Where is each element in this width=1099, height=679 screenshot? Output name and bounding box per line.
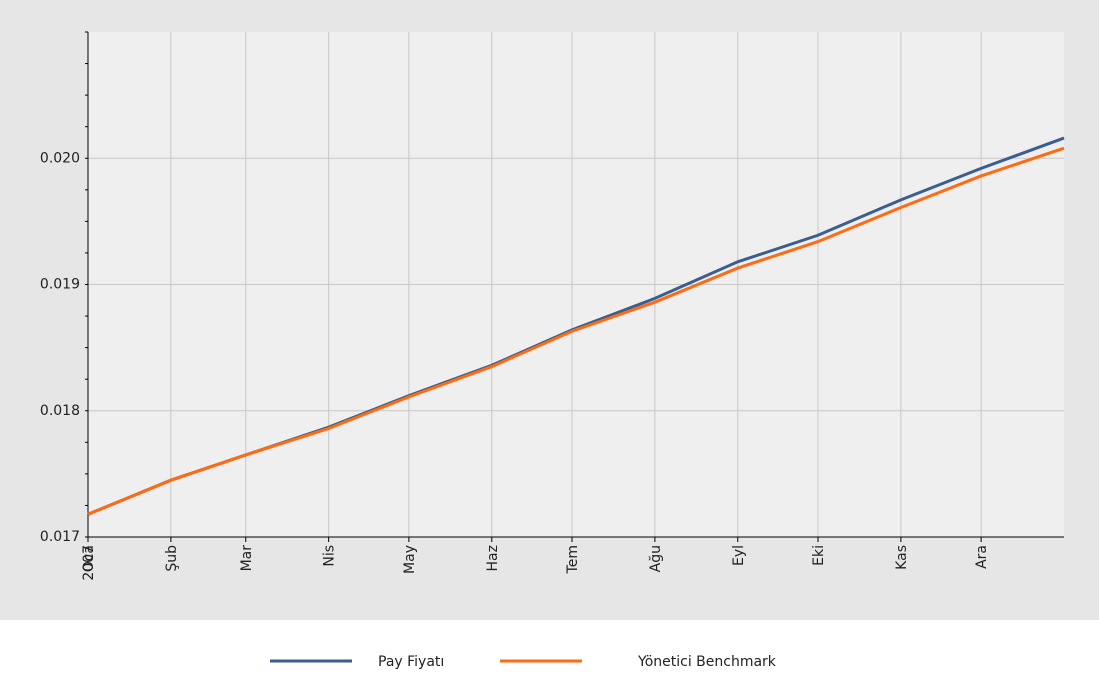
x-tick-label: Ağu (648, 545, 664, 572)
y-tick-label: 0.020 (40, 150, 80, 166)
x-tick-label: Şub (164, 545, 180, 572)
x-tick-label: Haz (485, 545, 501, 571)
y-tick-label: 0.019 (40, 277, 80, 293)
y-tick-label: 0.017 (40, 529, 80, 545)
x-tick-label: Mar (239, 545, 255, 572)
legend-label: Yönetici Benchmark (637, 654, 777, 670)
legend-label: Pay Fiyatı (378, 654, 444, 670)
x-tick-label: Kas (894, 545, 910, 570)
year-label: 2007 (81, 545, 97, 581)
x-tick-label: Nis (322, 545, 338, 567)
series-line (87, 146, 1065, 516)
x-tick-label: Eki (811, 545, 827, 566)
x-tick-label: May (402, 545, 418, 574)
x-tick-label: Oca (81, 545, 97, 572)
y-tick-label: 0.018 (40, 403, 80, 419)
x-tick-label: Eyl (731, 545, 747, 566)
x-tick-label: Ara (974, 545, 990, 569)
x-tick-label: Tem (565, 545, 581, 574)
